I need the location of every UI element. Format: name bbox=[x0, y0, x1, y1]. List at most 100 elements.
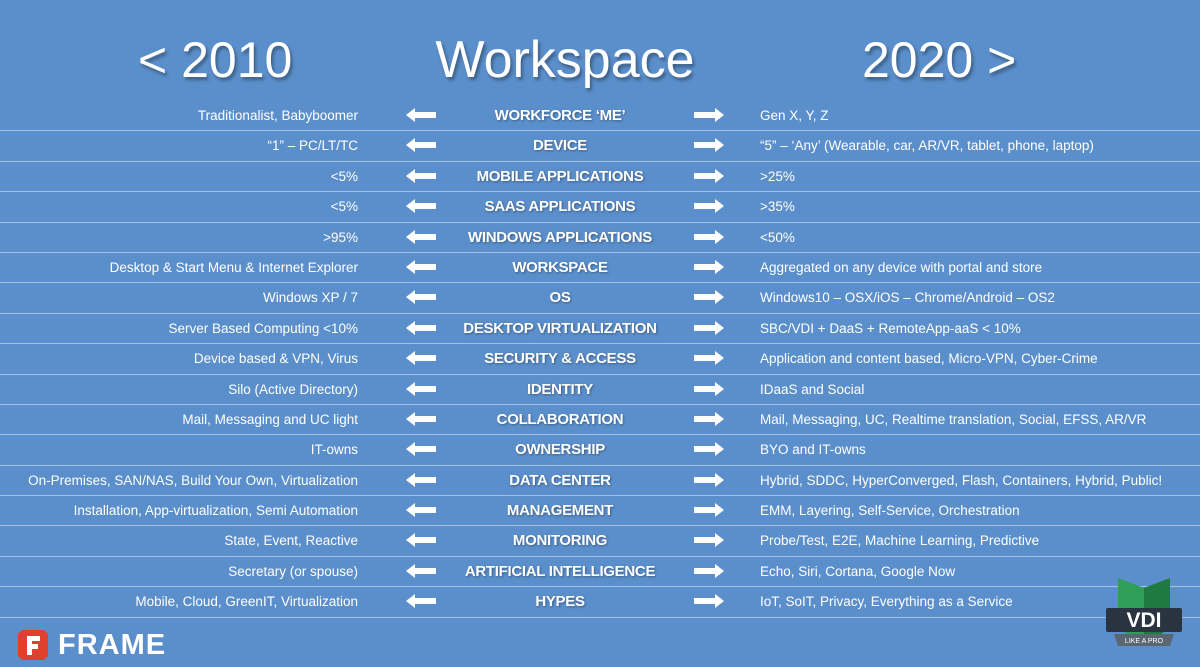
past-value: Silo (Active Directory) bbox=[228, 381, 358, 397]
topic-label: HYPES bbox=[535, 593, 585, 611]
right-arrow-icon bbox=[694, 533, 724, 548]
left-arrow-icon bbox=[406, 351, 436, 366]
frame-wordmark: FRAME bbox=[58, 628, 167, 661]
past-value: Mail, Messaging and UC light bbox=[182, 411, 358, 427]
future-value: Aggregated on any device with portal and… bbox=[760, 259, 1043, 275]
table-row: Secretary (or spouse) ARTIFICIAL INTELLIG… bbox=[0, 557, 1200, 588]
left-arrow-icon bbox=[406, 563, 436, 578]
table-row: On-Premises, SAN/NAS, Build Your Own, Vi… bbox=[0, 466, 1200, 497]
future-value: Application and content based, Micro-VPN… bbox=[760, 351, 1098, 367]
past-value: Device based & VPN, Virus bbox=[193, 351, 358, 367]
topic-label: IDENTITY bbox=[527, 380, 593, 398]
topic-label: DATA CENTER bbox=[509, 471, 611, 489]
past-value: Mobile, Cloud, GreenIT, Virtualization bbox=[135, 594, 358, 610]
past-value: Windows XP / 7 bbox=[262, 290, 358, 306]
slide-title: Workspace bbox=[435, 31, 695, 89]
past-value: Secretary (or spouse) bbox=[228, 563, 358, 579]
topic-label: DESKTOP VIRTUALIZATION bbox=[463, 319, 657, 337]
left-arrow-icon bbox=[406, 411, 436, 426]
topic-label: COLLABORATION bbox=[496, 410, 624, 428]
past-value: IT-owns bbox=[310, 442, 358, 458]
past-value: Server Based Computing <10% bbox=[168, 320, 358, 336]
left-arrow-icon bbox=[406, 442, 436, 457]
table-row: Silo (Active Directory) IDENTITY IDaaS and… bbox=[0, 375, 1200, 405]
topic-label: DEVICE bbox=[532, 137, 588, 155]
past-value: <5% bbox=[330, 168, 358, 184]
topic-label: WINDOWS APPLICATIONS bbox=[468, 228, 652, 246]
right-arrow-icon bbox=[694, 411, 724, 426]
topic-label: OWNERSHIP bbox=[515, 441, 605, 459]
right-arrow-icon bbox=[694, 442, 724, 457]
left-arrow-icon bbox=[406, 290, 436, 305]
vdi-subtext: LIKE A PRO bbox=[1125, 638, 1164, 645]
future-value: IoT, SoIT, Privacy, Everything as a Serv… bbox=[760, 594, 1013, 610]
table-row: Device based & VPN, Virus SECURITY & ACCE… bbox=[0, 344, 1200, 375]
table-row: Windows XP / 7 OS Windows10 – OSX/iOS – Ch… bbox=[0, 283, 1200, 314]
future-value: Echo, Siri, Cortana, Google Now bbox=[760, 563, 956, 579]
table-row: Desktop & Start Menu & Internet Explorer… bbox=[0, 253, 1200, 284]
frame-f-icon bbox=[16, 628, 50, 662]
left-arrow-icon bbox=[406, 168, 436, 183]
table-row: <5% SAAS APPLICATIONS >35% bbox=[0, 192, 1200, 223]
right-arrow-icon bbox=[694, 594, 724, 609]
right-era-title: 2020 > bbox=[862, 32, 1017, 88]
frame-logo: FRAME bbox=[16, 628, 166, 662]
future-value: Hybrid, SDDC, HyperConverged, Flash, Con… bbox=[760, 472, 1163, 488]
topic-label: OS bbox=[549, 289, 571, 307]
topic-label: MOBILE APPLICATIONS bbox=[476, 167, 644, 185]
topic-label: MONITORING bbox=[512, 532, 608, 550]
vdi-shield-icon: VDI LIKE A PRO bbox=[1104, 574, 1184, 660]
right-arrow-icon bbox=[694, 381, 724, 396]
table-row: Mail, Messaging and UC light COLLABORATIO… bbox=[0, 405, 1200, 436]
future-value: EMM, Layering, Self-Service, Orchestrati… bbox=[760, 503, 1020, 519]
topic-label: ARTIFICIAL INTELLIGENCE bbox=[464, 562, 656, 580]
left-arrow-icon bbox=[406, 533, 436, 548]
left-arrow-icon bbox=[406, 229, 436, 244]
right-arrow-icon bbox=[694, 229, 724, 244]
comparison-table: Traditionalist, Babyboomer WORKFORCE ‘ME’… bbox=[0, 101, 1200, 618]
past-value: On-Premises, SAN/NAS, Build Your Own, Vi… bbox=[28, 472, 358, 488]
right-arrow-icon bbox=[694, 290, 724, 305]
table-row: State, Event, Reactive MONITORING Probe/Te… bbox=[0, 526, 1200, 557]
topic-label: MANAGEMENT bbox=[506, 502, 614, 520]
vdi-text: VDI bbox=[1126, 609, 1161, 632]
past-value: State, Event, Reactive bbox=[224, 533, 358, 549]
future-value: >25% bbox=[760, 168, 795, 184]
right-arrow-icon bbox=[694, 320, 724, 335]
right-arrow-icon bbox=[694, 351, 724, 366]
topic-label: SAAS APPLICATIONS bbox=[484, 198, 636, 216]
past-value: >95% bbox=[323, 229, 358, 245]
future-value: IDaaS and Social bbox=[760, 381, 865, 397]
table-row: IT-owns OWNERSHIP BYO and IT-owns bbox=[0, 435, 1200, 466]
right-arrow-icon bbox=[694, 472, 724, 487]
future-value: >35% bbox=[760, 199, 795, 215]
past-value: Desktop & Start Menu & Internet Explorer bbox=[109, 259, 358, 275]
table-row: “1” – PC/LT/TC DEVICE “5” – ‘Any’ (Wearabl… bbox=[0, 131, 1200, 162]
left-era-title: < 2010 bbox=[138, 32, 293, 88]
table-row: Traditionalist, Babyboomer WORKFORCE ‘ME’… bbox=[0, 101, 1200, 132]
table-row: Mobile, Cloud, GreenIT, Virtualization HY… bbox=[0, 587, 1200, 618]
left-arrow-icon bbox=[406, 472, 436, 487]
past-value: <5% bbox=[330, 199, 358, 215]
right-arrow-icon bbox=[694, 503, 724, 518]
right-arrow-icon bbox=[694, 108, 724, 122]
right-arrow-icon bbox=[694, 199, 724, 214]
future-value: SBC/VDI + DaaS + RemoteApp-aaS < 10% bbox=[760, 320, 1021, 336]
table-row: <5% MOBILE APPLICATIONS >25% bbox=[0, 162, 1200, 193]
right-arrow-icon bbox=[694, 138, 724, 153]
left-arrow-icon bbox=[406, 199, 436, 214]
future-value: BYO and IT-owns bbox=[760, 442, 866, 458]
right-arrow-icon bbox=[694, 259, 724, 274]
right-arrow-icon bbox=[694, 168, 724, 183]
table-row: Server Based Computing <10% DESKTOP VIRTU… bbox=[0, 314, 1200, 345]
left-arrow-icon bbox=[406, 138, 436, 153]
left-arrow-icon bbox=[406, 503, 436, 518]
right-arrow-icon bbox=[694, 563, 724, 578]
topic-label: WORKSPACE bbox=[512, 258, 608, 276]
future-value: Probe/Test, E2E, Machine Learning, Predi… bbox=[760, 533, 1040, 549]
topic-label: SECURITY & ACCESS bbox=[484, 350, 636, 368]
left-arrow-icon bbox=[406, 320, 436, 335]
left-arrow-icon bbox=[406, 381, 436, 396]
future-value: Gen X, Y, Z bbox=[760, 108, 829, 123]
past-value: Traditionalist, Babyboomer bbox=[197, 108, 358, 123]
